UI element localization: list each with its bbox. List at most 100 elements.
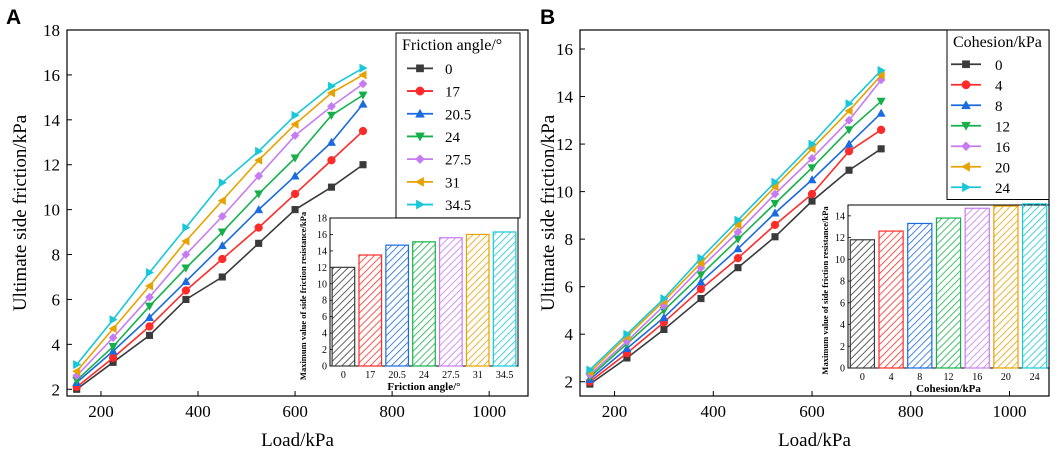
series-27.5 (72, 79, 368, 381)
data-point (218, 254, 227, 264)
data-point (358, 99, 368, 108)
y-tick-label: 8 (565, 230, 574, 249)
data-point (144, 302, 155, 311)
data-point (327, 183, 336, 191)
inset-y-tick-label: 18 (317, 214, 327, 225)
inset-x-tick-label: 17 (365, 370, 375, 381)
inset-y-tick-label: 4 (322, 329, 327, 340)
inset-y-axis-label: Maximum value of side friction resistanc… (820, 206, 830, 375)
y-tick-label: 6 (52, 290, 61, 309)
legend-label: 8 (995, 99, 1003, 115)
inset-x-tick-label: 0 (341, 370, 346, 381)
inset-y-tick-label: 16 (317, 230, 327, 241)
inset-y-tick-label: 10 (317, 279, 327, 290)
y-axis-label: Ultimate side friction/kPa (538, 114, 559, 311)
legend-marker (962, 182, 972, 193)
data-point (218, 273, 226, 281)
inset-y-axis-label: Maximum value of side friction resistanc… (298, 211, 308, 380)
legend-marker (416, 199, 426, 210)
data-point (108, 353, 118, 362)
y-tick-label: 2 (52, 380, 61, 399)
inset-bar (412, 241, 436, 367)
legend-marker (415, 86, 425, 96)
data-point (770, 189, 780, 199)
data-point (218, 178, 227, 188)
data-point (770, 199, 780, 209)
data-point (877, 65, 886, 75)
inset-y-tick-label: 14 (835, 211, 845, 222)
inset-bar (878, 230, 904, 369)
inset-x-tick-label: 24 (419, 370, 429, 381)
legend-marker (961, 141, 971, 152)
series-line (76, 103, 364, 384)
inset-bar (492, 231, 517, 367)
data-point (771, 233, 779, 241)
inset-bar (331, 266, 356, 367)
inset-y-tick-label: 12 (317, 263, 327, 274)
data-point (807, 189, 817, 199)
y-tick-label: 14 (43, 111, 61, 130)
inset-bar (1021, 203, 1048, 369)
data-point (733, 227, 743, 237)
inset-x-tick-label: 27.5 (442, 370, 460, 381)
data-point (144, 281, 154, 291)
legend-marker (415, 154, 425, 165)
x-tick-label: 200 (88, 402, 114, 421)
data-point (734, 215, 743, 225)
data-point (660, 294, 669, 304)
panel-label: A (6, 6, 21, 29)
inset-x-tick-label: 34.5 (496, 370, 514, 381)
legend-label: 17 (445, 85, 461, 101)
series-0 (73, 161, 367, 393)
legend-label: 24 (995, 181, 1011, 197)
legend-label: 27.5 (445, 153, 471, 169)
data-point (697, 253, 706, 263)
data-point (181, 250, 191, 260)
data-point (73, 360, 82, 370)
data-point (109, 315, 118, 325)
inset-y-tick-label: 4 (840, 320, 845, 331)
data-point (145, 322, 154, 331)
data-point (327, 81, 337, 91)
data-point (770, 208, 780, 217)
data-point (255, 239, 263, 247)
x-tick-label: 400 (701, 402, 727, 421)
inset-x-axis-label: Cohesion/kPa (916, 383, 981, 395)
data-point (290, 171, 300, 180)
inset-x-tick-label: 4 (889, 372, 894, 383)
data-point (876, 125, 886, 134)
y-tick-label: 10 (43, 201, 60, 220)
data-point (290, 119, 299, 129)
inset-y-tick-label: 8 (322, 296, 327, 307)
data-point (327, 156, 336, 165)
data-point (844, 106, 853, 116)
data-point (217, 228, 227, 237)
inset-y-tick-label: 10 (835, 255, 845, 266)
inset-x-tick-label: 12 (944, 372, 954, 383)
data-point (876, 97, 886, 106)
data-point (733, 244, 743, 253)
data-point (770, 220, 780, 230)
legend-box (946, 29, 1050, 200)
data-point (145, 267, 155, 278)
data-point (844, 139, 854, 148)
data-point (326, 137, 337, 146)
data-point (72, 366, 81, 376)
data-point (358, 126, 368, 136)
inset-bar (358, 254, 383, 367)
data-point (182, 295, 190, 303)
y-tick-label: 12 (43, 156, 60, 175)
inset-bar (907, 222, 933, 369)
inset-x-tick-label: 0 (860, 372, 865, 383)
legend-marker (961, 80, 971, 90)
y-tick-label: 16 (43, 66, 60, 85)
legend-marker (414, 176, 424, 187)
data-point (326, 101, 336, 111)
inset-bar (935, 217, 962, 369)
data-point (254, 155, 263, 165)
data-point (254, 223, 263, 232)
inset-bar (849, 239, 876, 369)
inset-bar (465, 233, 490, 367)
legend-title: Cohesion/kPa (953, 34, 1042, 51)
